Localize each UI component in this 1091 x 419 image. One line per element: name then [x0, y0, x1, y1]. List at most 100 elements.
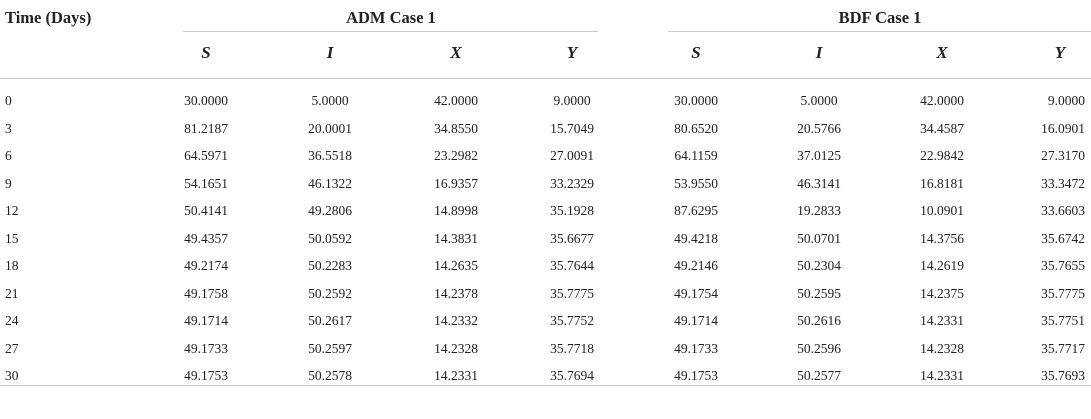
value-cell: 14.2331 — [920, 368, 964, 383]
time-cell: 21 — [5, 285, 19, 301]
sub-header-cell: I — [815, 43, 823, 62]
value-cell: 49.1753 — [674, 368, 718, 383]
value-cell: 50.2578 — [308, 368, 352, 383]
value-cell: 33.2329 — [550, 175, 594, 191]
value-cell: 50.2617 — [308, 313, 352, 328]
value-cell: 14.2378 — [434, 285, 478, 301]
value-cell: 35.1928 — [550, 203, 594, 218]
time-cell: 18 — [5, 258, 19, 273]
value-cell: 37.0125 — [797, 148, 841, 163]
value-cell: 49.1733 — [184, 340, 228, 356]
value-cell: 50.2592 — [308, 285, 352, 301]
value-cell: 46.3141 — [797, 175, 841, 191]
value-cell: 50.0701 — [797, 230, 841, 246]
value-cell: 87.6295 — [674, 203, 718, 218]
value-cell: 80.6520 — [674, 120, 718, 136]
group-underline-adm — [183, 31, 598, 32]
value-cell: 49.1758 — [184, 285, 228, 301]
value-cell: 16.8181 — [920, 175, 964, 191]
value-cell: 35.7775 — [550, 285, 594, 301]
value-cell: 42.0000 — [434, 93, 478, 108]
value-cell: 33.3472 — [1041, 175, 1085, 191]
value-cell: 27.0091 — [550, 148, 594, 163]
time-cell: 24 — [5, 313, 19, 328]
group-header-adm: ADM Case 1 — [346, 8, 436, 27]
time-cell: 0 — [5, 93, 12, 108]
sub-header-cell: I — [326, 43, 334, 62]
value-cell: 34.4587 — [920, 120, 964, 136]
value-cell: 35.7644 — [550, 258, 594, 273]
value-cell: 35.7751 — [1041, 313, 1085, 328]
value-cell: 5.0000 — [800, 93, 838, 108]
value-cell: 64.1159 — [674, 148, 718, 163]
table-bottom-rule — [0, 385, 1091, 386]
sub-header-cell: S — [201, 43, 211, 62]
value-cell: 9.0000 — [553, 93, 591, 108]
value-cell: 14.2332 — [434, 313, 478, 328]
time-cell: 30 — [5, 368, 19, 383]
value-cell: 30.0000 — [674, 93, 718, 108]
value-cell: 42.0000 — [920, 93, 964, 108]
value-cell: 14.2328 — [434, 340, 478, 356]
time-cell: 27 — [5, 340, 19, 356]
value-cell: 49.2806 — [308, 203, 352, 218]
value-cell: 49.4357 — [184, 230, 228, 246]
value-cell: 50.0592 — [308, 230, 352, 246]
time-cell: 12 — [5, 203, 19, 218]
group-header-bdf: BDF Case 1 — [838, 8, 922, 27]
value-cell: 14.3756 — [920, 230, 964, 246]
value-cell: 34.8550 — [434, 120, 478, 136]
value-cell: 35.6742 — [1041, 230, 1085, 246]
sub-header-cell: Y — [1054, 43, 1066, 62]
value-cell: 35.7718 — [550, 340, 594, 356]
value-cell: 81.2187 — [184, 120, 228, 136]
value-cell: 35.7752 — [550, 313, 594, 328]
header-bottom-rule — [0, 78, 1091, 79]
value-cell: 27.3170 — [1041, 148, 1085, 163]
value-cell: 35.7693 — [1041, 368, 1085, 383]
value-cell: 14.2635 — [434, 258, 478, 273]
value-cell: 20.0001 — [308, 120, 352, 136]
value-cell: 14.2328 — [920, 340, 964, 356]
value-cell: 49.1733 — [674, 340, 718, 356]
value-cell: 33.6603 — [1041, 203, 1085, 218]
sub-header-cell: X — [936, 43, 948, 62]
value-cell: 15.7049 — [550, 120, 594, 136]
value-cell: 50.2597 — [308, 340, 352, 356]
value-cell: 53.9550 — [674, 175, 718, 191]
value-cell: 49.1714 — [184, 313, 228, 328]
value-cell: 35.7655 — [1041, 258, 1085, 273]
value-cell: 50.2304 — [797, 258, 841, 273]
value-cell: 14.2375 — [920, 285, 964, 301]
value-cell: 49.4218 — [674, 230, 718, 246]
value-cell: 14.2331 — [434, 368, 478, 383]
value-cell: 54.1651 — [184, 175, 228, 191]
value-cell: 36.5518 — [308, 148, 352, 163]
value-cell: 49.2146 — [674, 258, 718, 273]
value-cell: 14.2331 — [920, 313, 964, 328]
value-cell: 35.6677 — [550, 230, 594, 246]
value-cell: 16.9357 — [434, 175, 478, 191]
value-cell: 50.2616 — [797, 313, 841, 328]
value-cell: 50.2283 — [308, 258, 352, 273]
time-cell: 3 — [5, 120, 12, 136]
value-cell: 14.2619 — [920, 258, 964, 273]
time-cell: 15 — [5, 230, 19, 246]
value-cell: 50.2595 — [797, 285, 841, 301]
value-cell: 19.2833 — [797, 203, 841, 218]
value-cell: 14.3831 — [434, 230, 478, 246]
group-underline-bdf — [668, 31, 1091, 32]
value-cell: 30.0000 — [184, 93, 228, 108]
value-cell: 50.2577 — [797, 368, 841, 383]
value-cell: 20.5766 — [797, 120, 841, 136]
value-cell: 14.8998 — [434, 203, 478, 218]
value-cell: 49.2174 — [184, 258, 228, 273]
value-cell: 22.9842 — [920, 148, 964, 163]
time-cell: 6 — [5, 148, 12, 163]
value-cell: 10.0901 — [920, 203, 964, 218]
value-cell: 35.7775 — [1041, 285, 1085, 301]
value-cell: 64.5971 — [184, 148, 228, 163]
value-cell: 49.1714 — [674, 313, 718, 328]
sub-header-cell: S — [691, 43, 701, 62]
value-cell: 16.0901 — [1041, 120, 1085, 136]
